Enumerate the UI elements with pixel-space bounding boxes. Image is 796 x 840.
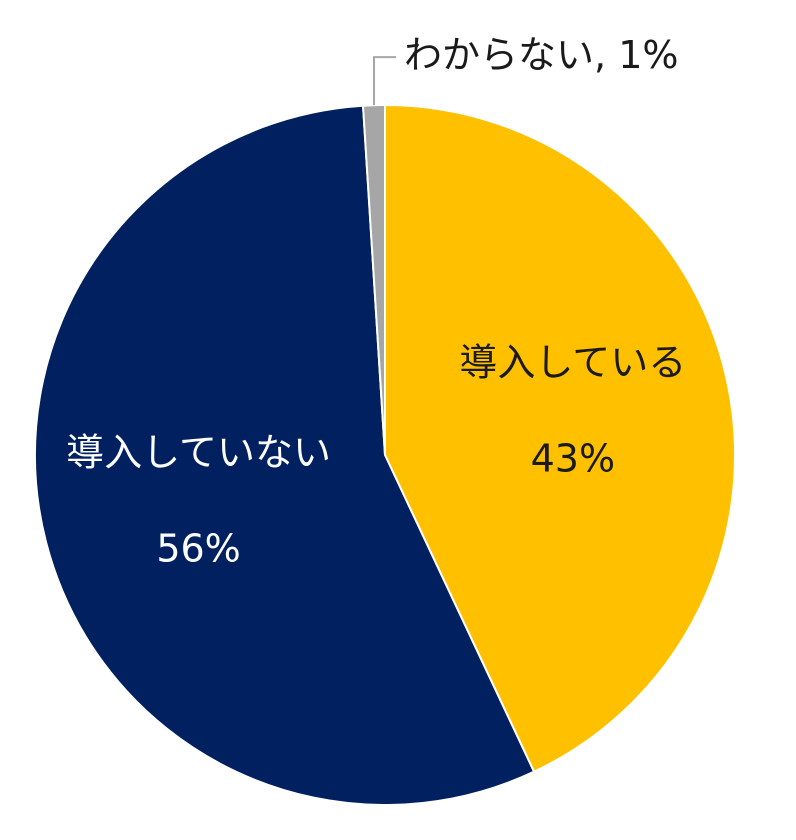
pie-slice [34,104,536,806]
outside-label-separator: , [594,33,618,77]
slice-value-label: 43% [531,437,615,481]
slice-label: 導入していない [66,430,331,474]
pie-slice [384,103,736,774]
pie-slice [361,103,386,456]
slice-label: 導入している [459,341,686,385]
outside-label-value: 1% [618,33,678,77]
slice-value-label: 56% [156,526,240,570]
outside-label-category: わからない [404,33,594,77]
outside-label: わからない, 1% [404,33,678,77]
leader-line [373,56,397,106]
